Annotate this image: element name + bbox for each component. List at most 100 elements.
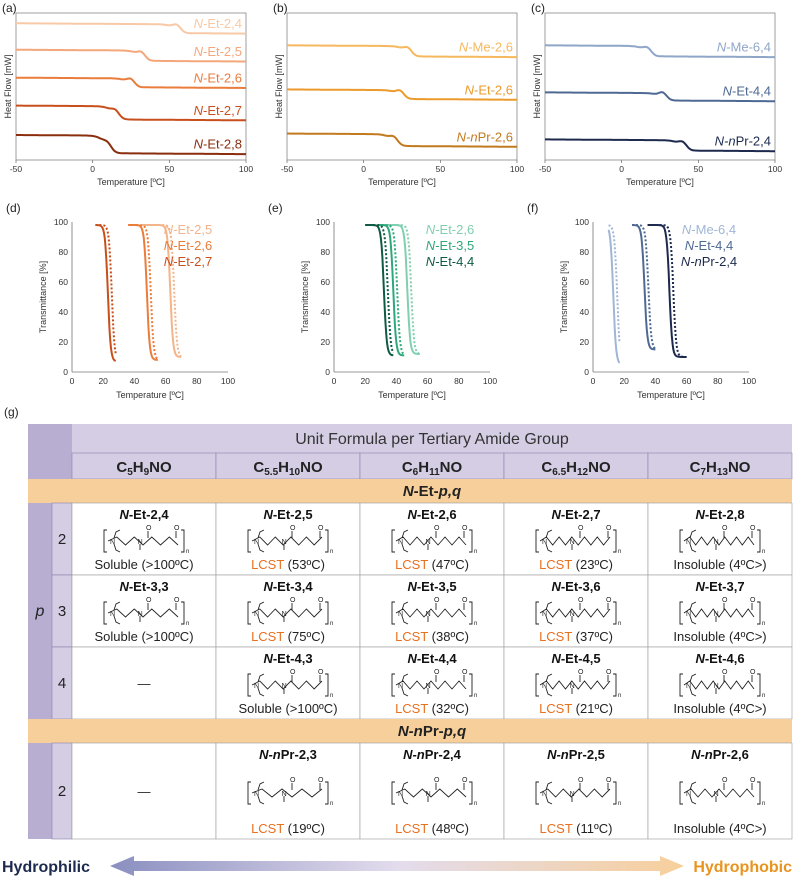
bracket-left — [535, 529, 539, 553]
y-tick-label: 100 — [54, 217, 68, 227]
side-chain — [113, 529, 121, 539]
side-chain — [401, 673, 409, 683]
heating-curve-N-Et-2,7 — [95, 224, 117, 362]
y-axis-label: Heat Flow [mW] — [274, 54, 284, 118]
atom-N: N — [254, 539, 259, 546]
backbone — [251, 680, 323, 690]
y-axis-label: Heat Flow [mW] — [3, 54, 13, 118]
bracket-left — [679, 781, 683, 805]
bracket-right — [757, 529, 761, 553]
atom-O: O — [434, 597, 440, 604]
polymer-name: N-nPr-2,3 — [259, 747, 317, 762]
polymer-name: N-Et-2,6 — [407, 507, 456, 522]
x-tick-label: 0 — [361, 164, 366, 174]
x-tick-label: 40 — [651, 376, 661, 386]
side-chain — [545, 615, 553, 625]
legend-entry: N-nPr-2,4 — [681, 254, 737, 269]
x-axis-label: Temperature [ºC] — [378, 390, 446, 400]
structure-drawing — [679, 601, 761, 625]
dsc-curve-N-Me-6,4 — [545, 44, 775, 59]
legend-entry: N-Et-2,5 — [164, 222, 212, 237]
atom-N: N — [398, 683, 403, 690]
atom-O: O — [722, 777, 728, 784]
dsc-panels: (a) Heat Flow [mW] -50 0 50 100 Temperature [º… — [2, 1, 782, 187]
atom-O: O — [750, 597, 756, 604]
bracket-left — [103, 601, 107, 625]
atom-N: N — [570, 539, 575, 546]
section-et-band — [28, 479, 792, 503]
polymer-status: Soluble (>100ºC) — [94, 557, 193, 572]
repeat-n: n — [330, 693, 333, 699]
x-tick-label: 20 — [619, 376, 629, 386]
panel-letter: (a) — [2, 1, 17, 15]
repeat-n: n — [762, 549, 765, 555]
atom-N: N — [714, 539, 719, 546]
side-chain — [257, 543, 265, 553]
structure-drawing — [679, 529, 761, 553]
structure-drawing — [679, 673, 761, 697]
atom-O: O — [750, 777, 756, 784]
legend-entry: N-Et-4,4 — [685, 238, 733, 253]
y-axis-label: Transmittance [%] — [38, 261, 48, 333]
repeat-n: n — [330, 801, 333, 807]
atom-N: N — [542, 611, 547, 618]
bracket-right — [613, 529, 617, 553]
atom-N: N — [110, 539, 115, 546]
side-chain — [401, 781, 409, 791]
section-pr-band — [28, 719, 792, 743]
formula-label: C5.5H10NO — [253, 459, 323, 478]
side-chain — [257, 673, 265, 683]
polymer-status: LCST (19ºC) — [251, 821, 325, 836]
bracket-left — [247, 601, 251, 625]
polymer-cell — [359, 502, 505, 576]
y-tick-label: 100 — [316, 217, 330, 227]
legend-entry: N-Me-6,4 — [682, 222, 736, 237]
structure-drawing — [391, 673, 473, 697]
atom-N: N — [570, 791, 575, 798]
atom-O: O — [462, 597, 468, 604]
series-label: N-Et-2,6 — [465, 82, 513, 97]
side-chain — [689, 615, 697, 625]
repeat-n: n — [762, 693, 765, 699]
polymer-name: N-nPr-2,4 — [403, 747, 462, 762]
atom-N: N — [686, 683, 691, 690]
atom-O: O — [462, 669, 468, 676]
atom-N: N — [426, 683, 431, 690]
backbone — [395, 536, 467, 546]
polymer-cell — [71, 646, 217, 720]
polymer-status: Insoluble (4ºC>) — [673, 701, 766, 716]
series-label: N-Et-2,8 — [194, 137, 242, 152]
atom-O: O — [318, 525, 324, 532]
atom-O: O — [174, 525, 180, 532]
side-chain — [545, 673, 553, 683]
heating-curve-N-Et-2,6 — [128, 224, 158, 361]
bracket-right — [325, 529, 329, 553]
formula-label: C6H11NO — [402, 459, 463, 478]
panel-letter: (g) — [4, 405, 19, 419]
polymer-name: N-Et-4,6 — [695, 651, 744, 666]
polymer-name: N-Et-4,3 — [263, 651, 312, 666]
transmittance-panel-d: (d) 0 20 40 60 80 100 0 20 40 60 80 100 Temperature [… — [6, 201, 235, 400]
formula-cell — [359, 452, 505, 480]
side-chain — [401, 543, 409, 553]
x-tick-label: 0 — [619, 164, 624, 174]
p-value: 4 — [58, 675, 66, 692]
heating-curve-N-Et-2,5 — [142, 224, 182, 358]
atom-O: O — [578, 669, 584, 676]
atom-N: N — [398, 539, 403, 546]
bracket-left — [247, 673, 251, 697]
plot-frame — [15, 12, 247, 161]
x-tick-label: 80 — [192, 376, 202, 386]
x-tick-label: 0 — [591, 376, 596, 386]
side-chain — [257, 529, 265, 539]
x-tick-label: 80 — [454, 376, 464, 386]
atom-N: N — [686, 791, 691, 798]
side-chain — [257, 601, 265, 611]
polymer-status: LCST (23ºC) — [539, 557, 613, 572]
polymer-status: Insoluble (4ºC>) — [673, 557, 766, 572]
polymer-name: N-Et-3,3 — [119, 579, 168, 594]
arrow-left-label: Hydrophilic — [2, 859, 90, 876]
x-tick-label: 60 — [682, 376, 692, 386]
structure-drawing — [247, 781, 329, 805]
bracket-left — [391, 529, 395, 553]
